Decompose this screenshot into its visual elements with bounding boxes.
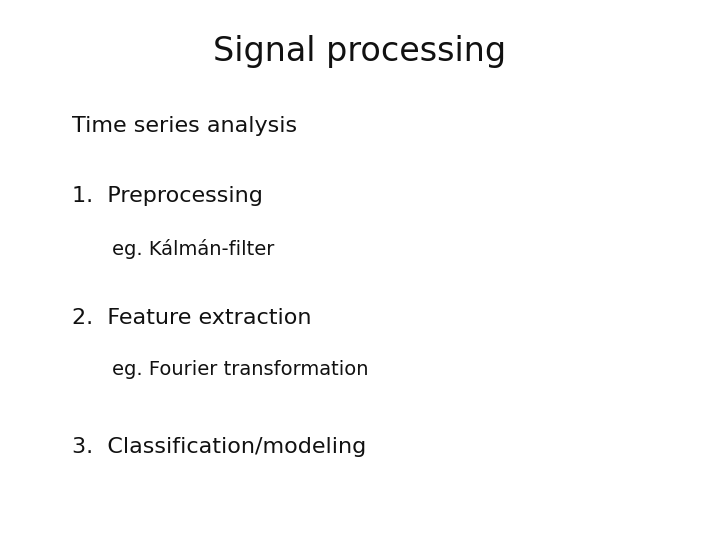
Text: Time series analysis: Time series analysis: [72, 116, 297, 136]
Text: Signal processing: Signal processing: [213, 35, 507, 68]
Text: eg. Fourier transformation: eg. Fourier transformation: [112, 360, 368, 379]
Text: 3.  Classification/modeling: 3. Classification/modeling: [72, 437, 366, 457]
Text: eg. Kálmán-filter: eg. Kálmán-filter: [112, 239, 274, 259]
Text: 2.  Feature extraction: 2. Feature extraction: [72, 308, 312, 328]
Text: 1.  Preprocessing: 1. Preprocessing: [72, 186, 263, 206]
